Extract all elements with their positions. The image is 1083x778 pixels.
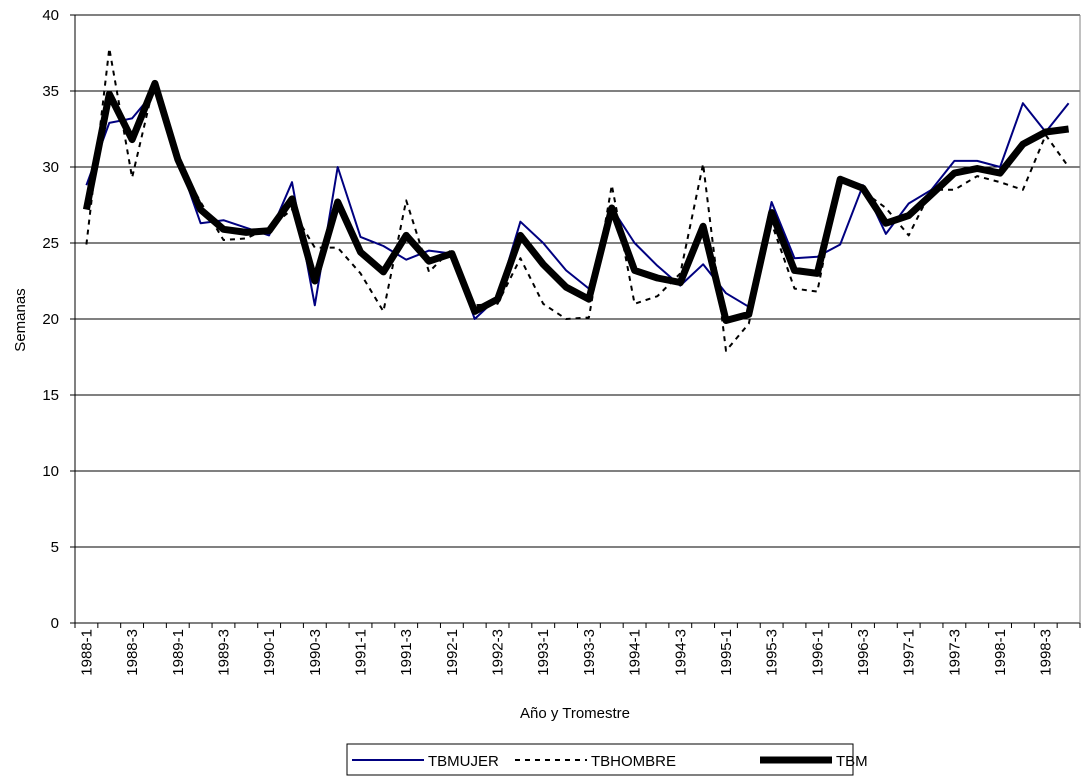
x-tick-label: 1994-1 (627, 629, 644, 676)
x-tick-label: 1991-1 (353, 629, 370, 676)
legend-label: TBMUJER (428, 753, 499, 770)
y-tick-label: 25 (42, 235, 59, 252)
x-tick-label: 1992-1 (444, 629, 461, 676)
x-tick-label: 1996-3 (855, 629, 872, 676)
x-tick-label: 1990-3 (307, 629, 324, 676)
x-tick-label: 1997-3 (946, 629, 963, 676)
x-tick-label: 1995-1 (718, 629, 735, 676)
x-tick-label: 1990-1 (261, 629, 278, 676)
x-tick-label: 1998-3 (1038, 629, 1055, 676)
y-tick-label: 20 (42, 311, 59, 328)
y-tick-label: 15 (42, 387, 59, 404)
y-tick-label: 35 (42, 83, 59, 100)
x-tick-label: 1988-1 (78, 629, 95, 676)
x-tick-label: 1988-3 (124, 629, 141, 676)
x-tick-label: 1994-3 (672, 629, 689, 676)
x-axis-title: Año y Tromestre (520, 705, 630, 722)
x-tick-label: 1993-1 (535, 629, 552, 676)
series-line (85, 47, 1070, 352)
x-tick-label: 1996-1 (809, 629, 826, 676)
y-tick-label: 40 (42, 7, 59, 24)
y-tick-label: 10 (42, 463, 59, 480)
x-tick-label: 1997-1 (901, 629, 918, 676)
x-tick-label: 1998-1 (992, 629, 1009, 676)
x-tick-label: 1992-3 (490, 629, 507, 676)
legend-label: TBM (836, 753, 868, 770)
x-tick-label: 1993-3 (581, 629, 598, 676)
y-axis-title: Semanas (12, 288, 29, 351)
y-tick-label: 30 (42, 159, 59, 176)
legend-label: TBHOMBRE (591, 753, 676, 770)
x-tick-label: 1989-3 (215, 629, 232, 676)
x-tick-label: 1995-3 (764, 629, 781, 676)
x-tick-label: 1989-1 (170, 629, 187, 676)
y-tick-label: 0 (51, 615, 59, 632)
y-tick-label: 5 (51, 539, 59, 556)
series-line (82, 79, 1070, 324)
x-tick-label: 1991-3 (398, 629, 415, 676)
